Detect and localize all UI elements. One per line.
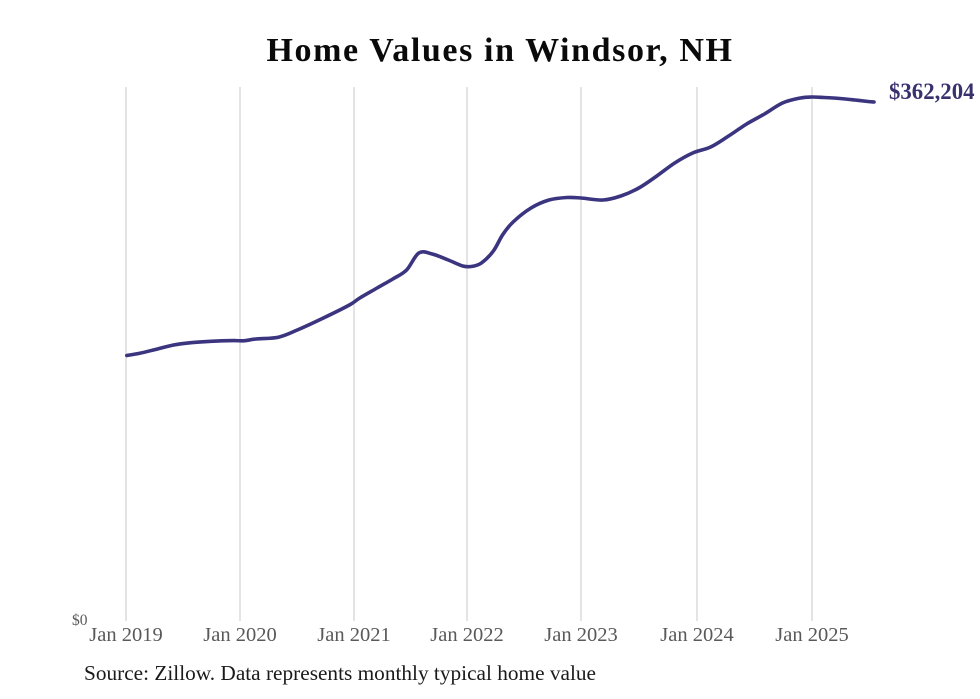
svg-text:Jan 2019: Jan 2019 [89, 624, 162, 646]
svg-text:Jan 2023: Jan 2023 [544, 624, 617, 646]
svg-text:$362,204: $362,204 [889, 79, 975, 104]
svg-text:$0: $0 [72, 612, 88, 629]
svg-text:Jan 2020: Jan 2020 [203, 624, 276, 646]
svg-text:Jan 2025: Jan 2025 [775, 624, 848, 646]
svg-text:Jan 2021: Jan 2021 [317, 624, 390, 646]
svg-text:Jan 2024: Jan 2024 [660, 624, 733, 646]
svg-text:Jan 2022: Jan 2022 [430, 624, 503, 646]
